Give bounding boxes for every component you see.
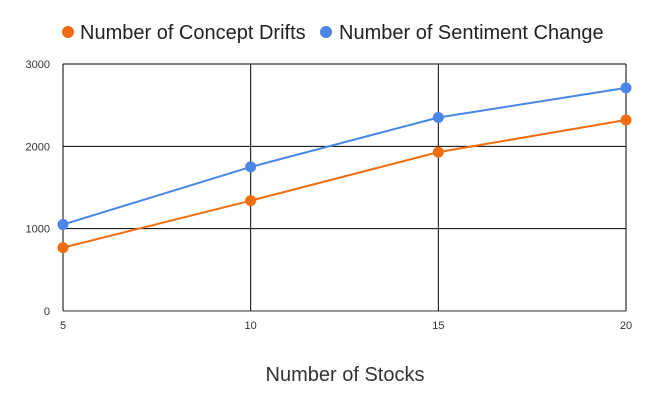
- x-axis-title: Number of Stocks: [266, 364, 425, 386]
- x-tick-label: 20: [620, 320, 632, 332]
- y-tick-label: 0: [44, 306, 50, 318]
- legend: Number of Concept Drifts Number of Sentim…: [62, 22, 604, 44]
- data-point: [245, 195, 257, 207]
- x-tick-label: 5: [60, 320, 66, 332]
- series-layer: [57, 82, 632, 254]
- data-point: [57, 242, 69, 254]
- series-line: [62, 119, 627, 249]
- legend-label: Number of Concept Drifts: [80, 22, 306, 44]
- data-point: [432, 146, 444, 158]
- data-point: [57, 219, 69, 231]
- x-tick-label: 15: [432, 320, 444, 332]
- data-point: [620, 114, 632, 126]
- data-point: [245, 161, 257, 173]
- data-point: [620, 82, 632, 94]
- legend-label: Number of Sentiment Change: [339, 22, 604, 44]
- grid-lines: [62, 63, 627, 312]
- y-tick-label: 2000: [26, 141, 50, 153]
- y-tick-label: 3000: [26, 59, 50, 71]
- series-line: [62, 86, 627, 226]
- legend-marker: [320, 26, 332, 38]
- legend-marker: [62, 26, 74, 38]
- data-point: [432, 112, 444, 124]
- tick-labels: 0 1000 2000 3000 5 10 15 20: [26, 59, 633, 332]
- x-tick-label: 10: [245, 320, 257, 332]
- y-tick-label: 1000: [26, 224, 50, 236]
